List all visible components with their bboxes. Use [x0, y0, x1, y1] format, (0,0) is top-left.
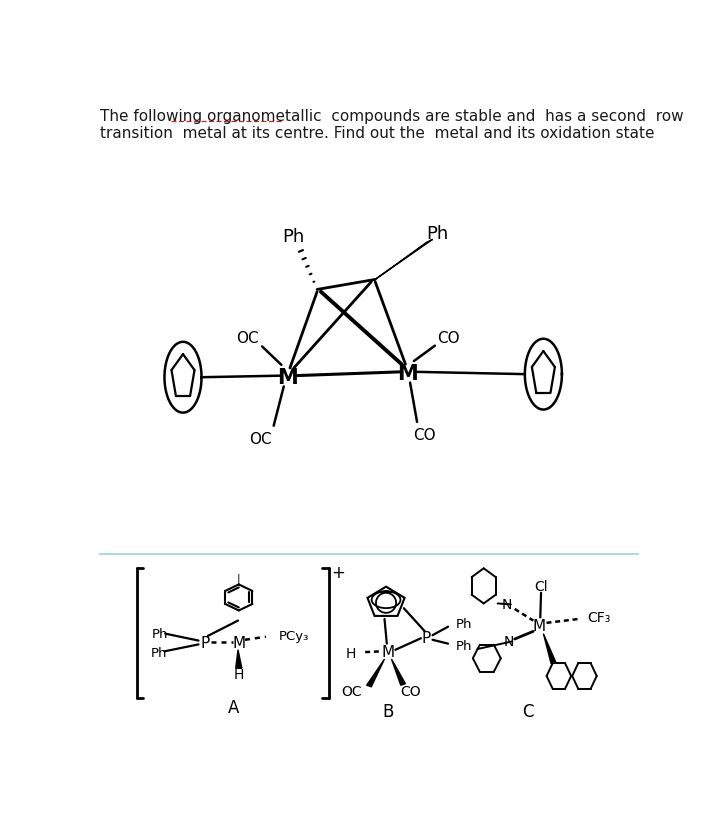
- Text: The following organometallic  compounds are stable and  has a second  row: The following organometallic compounds a…: [100, 109, 684, 124]
- Text: N: N: [503, 634, 513, 648]
- Text: CO: CO: [437, 331, 459, 346]
- Polygon shape: [235, 650, 242, 668]
- Text: C: C: [522, 702, 534, 720]
- Text: P: P: [200, 635, 210, 650]
- Text: Cl: Cl: [534, 580, 548, 593]
- Text: transition  metal at its centre. Find out the  metal and its oxidation state: transition metal at its centre. Find out…: [100, 127, 654, 142]
- Polygon shape: [392, 659, 405, 686]
- Text: M: M: [277, 368, 298, 388]
- Text: B: B: [383, 702, 394, 720]
- Text: N: N: [502, 598, 512, 612]
- Text: PCy₃: PCy₃: [279, 629, 310, 643]
- Text: OC: OC: [341, 685, 361, 699]
- Text: Ph: Ph: [152, 628, 168, 640]
- Text: M: M: [397, 364, 418, 384]
- Polygon shape: [544, 634, 556, 664]
- Text: H: H: [346, 646, 356, 660]
- Text: Ph: Ph: [150, 647, 167, 660]
- Text: M: M: [382, 644, 395, 659]
- Text: |: |: [237, 572, 240, 583]
- Text: OC: OC: [236, 330, 258, 345]
- Text: A: A: [228, 698, 239, 716]
- Text: CO: CO: [400, 685, 420, 699]
- Polygon shape: [375, 240, 433, 280]
- Text: +: +: [331, 563, 345, 581]
- Text: Ph: Ph: [456, 639, 472, 652]
- Text: H: H: [233, 667, 244, 681]
- Text: M: M: [233, 635, 246, 650]
- Text: Ph: Ph: [283, 227, 305, 245]
- Text: P: P: [422, 630, 431, 645]
- Text: CF₃: CF₃: [588, 610, 611, 624]
- Text: Ph: Ph: [426, 225, 449, 243]
- Text: M: M: [533, 619, 546, 633]
- Text: Ph: Ph: [456, 618, 472, 630]
- Polygon shape: [366, 659, 384, 687]
- Text: CO: CO: [413, 428, 436, 443]
- Text: OC: OC: [249, 431, 272, 447]
